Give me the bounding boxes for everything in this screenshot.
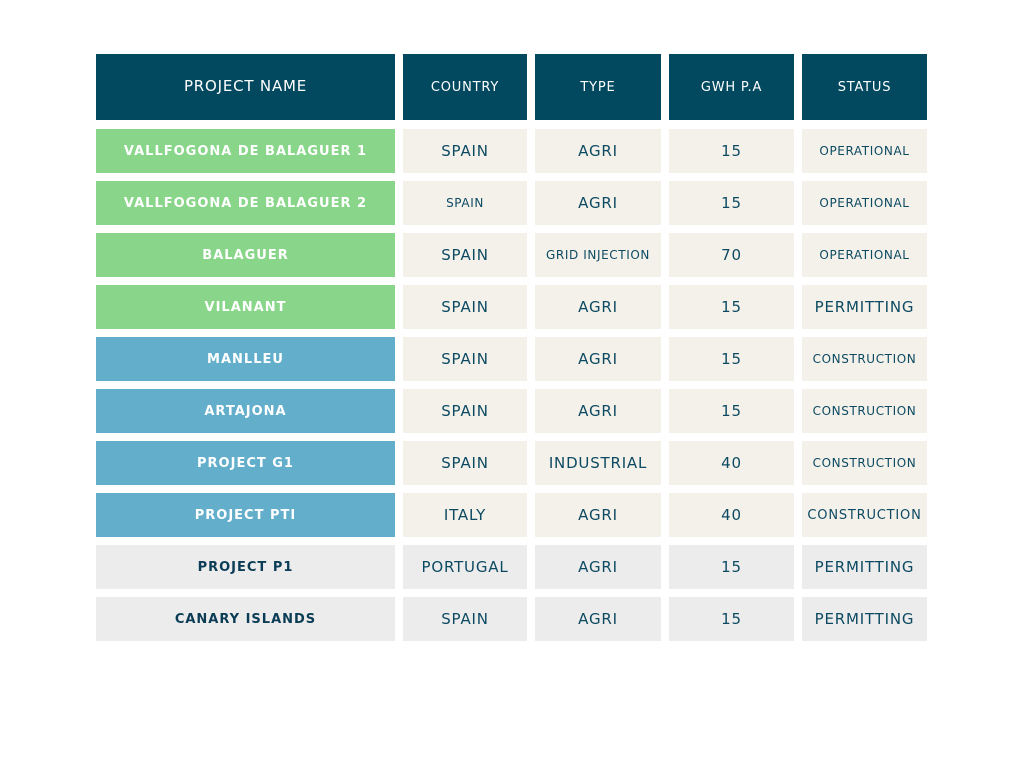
project-name-cell: PROJECT P1 <box>96 545 395 589</box>
project-name-cell: MANLLEU <box>96 337 395 381</box>
gwh-cell: 70 <box>669 233 794 277</box>
table-row: BALAGUER SPAIN GRID INJECTION 70 OPERATI… <box>96 233 929 277</box>
gwh-cell: 40 <box>669 441 794 485</box>
project-name-cell: BALAGUER <box>96 233 395 277</box>
table-row: ARTAJONA SPAIN AGRI 15 CONSTRUCTION <box>96 389 929 433</box>
type-cell: AGRI <box>535 181 661 225</box>
gwh-cell: 40 <box>669 493 794 537</box>
status-cell: CONSTRUCTION <box>802 337 927 381</box>
status-cell: CONSTRUCTION <box>802 493 927 537</box>
type-cell: AGRI <box>535 129 661 173</box>
type-cell: AGRI <box>535 337 661 381</box>
status-cell: CONSTRUCTION <box>802 389 927 433</box>
project-name-cell: VALLFOGONA DE BALAGUER 1 <box>96 129 395 173</box>
type-cell: AGRI <box>535 597 661 641</box>
status-cell: PERMITTING <box>802 285 927 329</box>
type-cell: AGRI <box>535 389 661 433</box>
projects-table: PROJECT NAME COUNTRY TYPE GWH P.A STATUS… <box>96 54 929 649</box>
country-cell: SPAIN <box>403 337 527 381</box>
gwh-cell: 15 <box>669 285 794 329</box>
gwh-cell: 15 <box>669 337 794 381</box>
status-cell: OPERATIONAL <box>802 129 927 173</box>
type-cell: AGRI <box>535 493 661 537</box>
table-row: MANLLEU SPAIN AGRI 15 CONSTRUCTION <box>96 337 929 381</box>
header-country: COUNTRY <box>403 54 527 120</box>
gwh-cell: 15 <box>669 129 794 173</box>
status-cell: OPERATIONAL <box>802 181 927 225</box>
country-cell: SPAIN <box>403 285 527 329</box>
project-name-cell: PROJECT PTI <box>96 493 395 537</box>
type-cell: AGRI <box>535 545 661 589</box>
table-row: VALLFOGONA DE BALAGUER 2 SPAIN AGRI 15 O… <box>96 181 929 225</box>
status-cell: CONSTRUCTION <box>802 441 927 485</box>
country-cell: SPAIN <box>403 389 527 433</box>
type-cell: INDUSTRIAL <box>535 441 661 485</box>
table-row: VALLFOGONA DE BALAGUER 1 SPAIN AGRI 15 O… <box>96 129 929 173</box>
table-row: VILANANT SPAIN AGRI 15 PERMITTING <box>96 285 929 329</box>
table-row: PROJECT PTI ITALY AGRI 40 CONSTRUCTION <box>96 493 929 537</box>
country-cell: SPAIN <box>403 441 527 485</box>
status-cell: PERMITTING <box>802 545 927 589</box>
project-name-cell: VILANANT <box>96 285 395 329</box>
table-row: CANARY ISLANDS SPAIN AGRI 15 PERMITTING <box>96 597 929 641</box>
table-row: PROJECT P1 PORTUGAL AGRI 15 PERMITTING <box>96 545 929 589</box>
type-cell: GRID INJECTION <box>535 233 661 277</box>
header-gwh: GWH P.A <box>669 54 794 120</box>
country-cell: SPAIN <box>403 597 527 641</box>
status-cell: PERMITTING <box>802 597 927 641</box>
header-type: TYPE <box>535 54 661 120</box>
header-project-name: PROJECT NAME <box>96 54 395 120</box>
type-cell: AGRI <box>535 285 661 329</box>
status-cell: OPERATIONAL <box>802 233 927 277</box>
project-name-cell: CANARY ISLANDS <box>96 597 395 641</box>
country-cell: SPAIN <box>403 181 527 225</box>
project-name-cell: VALLFOGONA DE BALAGUER 2 <box>96 181 395 225</box>
gwh-cell: 15 <box>669 181 794 225</box>
gwh-cell: 15 <box>669 597 794 641</box>
country-cell: PORTUGAL <box>403 545 527 589</box>
gwh-cell: 15 <box>669 389 794 433</box>
header-status: STATUS <box>802 54 927 120</box>
country-cell: ITALY <box>403 493 527 537</box>
table-header-row: PROJECT NAME COUNTRY TYPE GWH P.A STATUS <box>96 54 929 120</box>
table-row: PROJECT G1 SPAIN INDUSTRIAL 40 CONSTRUCT… <box>96 441 929 485</box>
country-cell: SPAIN <box>403 129 527 173</box>
project-name-cell: ARTAJONA <box>96 389 395 433</box>
country-cell: SPAIN <box>403 233 527 277</box>
gwh-cell: 15 <box>669 545 794 589</box>
project-name-cell: PROJECT G1 <box>96 441 395 485</box>
